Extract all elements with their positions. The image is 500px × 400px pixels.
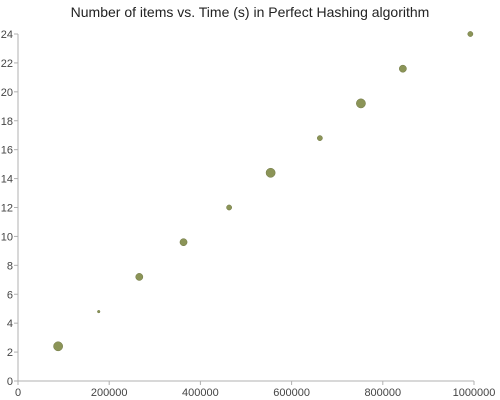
scatter-point [54, 342, 63, 351]
x-tick-label: 200000 [91, 387, 128, 399]
scatter-point [266, 168, 275, 177]
y-tick-label: 16 [1, 145, 13, 157]
y-tick-label: 6 [7, 289, 13, 301]
y-tick-label: 4 [7, 318, 13, 330]
x-tick-label: 800000 [364, 387, 401, 399]
y-tick-label: 22 [1, 58, 13, 70]
scatter-point [468, 31, 473, 36]
scatter-point [180, 239, 187, 246]
y-tick-label: 8 [7, 260, 13, 272]
x-tick-label: 600000 [273, 387, 310, 399]
axes [14, 34, 474, 385]
y-tick-label: 0 [7, 376, 13, 388]
x-tick-label: 400000 [182, 387, 219, 399]
x-tick-label: 0 [15, 387, 21, 399]
scatter-point [227, 205, 232, 210]
scatter-point [136, 273, 143, 280]
y-tick-label: 24 [1, 29, 13, 41]
y-tick-label: 14 [1, 174, 13, 186]
y-tick-label: 10 [1, 231, 13, 243]
x-tick-label: 1000000 [453, 387, 496, 399]
scatter-point [399, 65, 406, 72]
y-tick-label: 2 [7, 347, 13, 359]
data-points [54, 31, 473, 351]
y-tick-label: 20 [1, 87, 13, 99]
y-tick-label: 12 [1, 203, 13, 215]
scatter-point [97, 310, 100, 313]
y-tick-label: 18 [1, 116, 13, 128]
scatter-point [356, 99, 365, 108]
scatter-point [317, 136, 322, 141]
